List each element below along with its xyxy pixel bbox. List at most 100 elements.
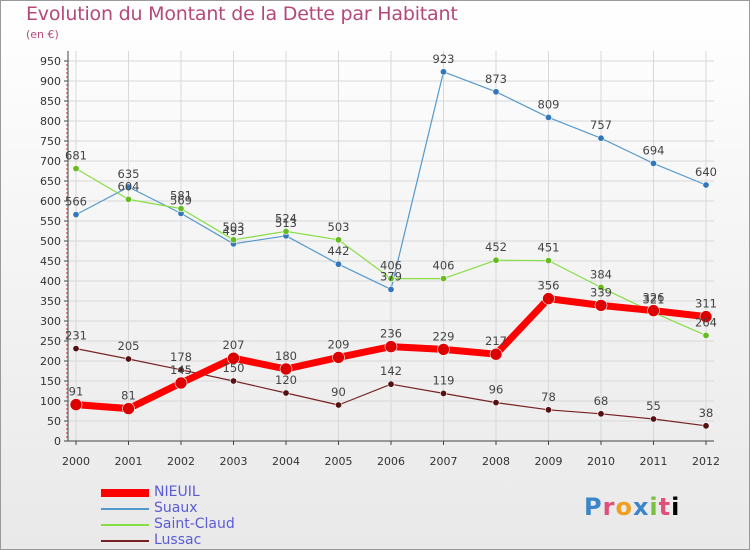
data-point <box>230 377 238 385</box>
data-point <box>282 227 290 235</box>
data-label: 356 <box>538 279 560 293</box>
data-label: 96 <box>489 383 504 397</box>
data-point <box>332 351 345 364</box>
data-label: 180 <box>275 349 297 363</box>
y-tick-label: 650 <box>40 175 61 188</box>
data-point <box>702 181 710 189</box>
legend-label: Lussac <box>154 532 202 548</box>
logo-letter: i <box>671 493 681 521</box>
data-label: 569 <box>170 193 192 207</box>
data-point <box>439 389 447 397</box>
data-label: 503 <box>328 220 350 234</box>
data-label: 150 <box>223 361 245 375</box>
data-point <box>649 415 657 423</box>
data-label: 311 <box>695 297 717 311</box>
y-tick-label: 50 <box>47 415 61 428</box>
data-label: 326 <box>643 291 665 305</box>
data-point <box>542 292 555 305</box>
data-label: 451 <box>538 241 560 255</box>
data-label: 694 <box>643 143 665 157</box>
proxiti-logo: Proxiti <box>584 493 680 521</box>
series <box>69 68 713 430</box>
data-label: 81 <box>121 389 136 403</box>
data-label: 321 <box>643 293 665 307</box>
data-label: 205 <box>118 339 140 353</box>
x-tick-label: 2001 <box>115 455 143 468</box>
data-point <box>279 362 293 376</box>
data-point <box>649 159 657 167</box>
data-point <box>125 183 133 191</box>
legend-label: Suaux <box>154 500 198 516</box>
data-label: 442 <box>328 244 350 258</box>
data-point <box>544 257 552 265</box>
data-point <box>544 406 552 414</box>
y-tick-label: 0 <box>54 435 61 448</box>
x-tick-label: 2002 <box>167 455 195 468</box>
data-label: 681 <box>65 149 87 163</box>
data-label: 873 <box>485 72 507 86</box>
data-label: 604 <box>118 179 140 193</box>
legend-swatch <box>101 540 149 542</box>
data-label: 406 <box>380 259 402 273</box>
data-label: 384 <box>590 267 612 281</box>
y-tick-label: 100 <box>40 395 61 408</box>
data-label: 119 <box>433 373 455 387</box>
logo-letter: P <box>584 493 603 521</box>
data-label: 55 <box>646 399 661 413</box>
data-point <box>702 331 710 339</box>
legend-swatch <box>101 508 149 510</box>
data-point <box>334 260 342 268</box>
data-label: 217 <box>485 334 507 348</box>
y-tick-label: 450 <box>40 255 61 268</box>
data-label: 809 <box>538 97 560 111</box>
data-point <box>334 401 342 409</box>
data-label: 68 <box>594 394 609 408</box>
data-label: 231 <box>65 329 87 343</box>
data-label: 452 <box>485 240 507 254</box>
x-tick-label: 2009 <box>535 455 563 468</box>
data-label: 90 <box>331 385 346 399</box>
legend-label: NIEUIL <box>154 484 200 500</box>
data-label: 493 <box>223 224 245 238</box>
chart-unit: (en €) <box>26 28 59 41</box>
axes: 0 50 100 150 200 250 300 350 400 450 500 550 600 650 7… <box>40 51 720 468</box>
data-point <box>439 68 447 76</box>
y-tick-label: 950 <box>40 55 61 68</box>
data-point <box>387 380 395 388</box>
data-label: 923 <box>433 52 455 66</box>
y-tick-label: 600 <box>40 195 61 208</box>
data-label: 513 <box>275 216 297 230</box>
y-tick-label: 750 <box>40 135 61 148</box>
data-point <box>174 376 188 390</box>
line-chart: 0 50 100 150 200 250 300 350 400 450 500 550 600 650 7… <box>40 51 720 468</box>
legend-swatch <box>101 524 149 526</box>
data-label: 503 <box>223 220 245 234</box>
data-label: 209 <box>328 337 350 351</box>
data-point <box>492 88 500 96</box>
logo-letter: i <box>649 493 659 521</box>
x-tick-label: 2012 <box>692 455 720 468</box>
x-tick-label: 2010 <box>587 455 615 468</box>
x-tick-label: 2004 <box>272 455 300 468</box>
data-label: 379 <box>380 269 402 283</box>
data-point <box>597 410 605 418</box>
logo-letter: o <box>615 493 633 521</box>
y-tick-label: 800 <box>40 115 61 128</box>
data-label: 635 <box>118 167 140 181</box>
data-point <box>387 285 395 293</box>
data-label: 38 <box>699 406 714 420</box>
y-tick-label: 500 <box>40 235 61 248</box>
data-label: 91 <box>69 385 84 399</box>
data-point <box>594 299 608 312</box>
data-point <box>702 422 710 430</box>
logo-letter: t <box>658 493 672 521</box>
data-point <box>387 275 395 283</box>
data-label: 178 <box>170 350 192 364</box>
data-point <box>334 236 342 244</box>
data-label: 236 <box>380 327 402 341</box>
y-tick-label: 550 <box>40 215 61 228</box>
data-point <box>384 340 398 353</box>
data-point <box>122 402 135 415</box>
data-label: 264 <box>695 315 717 329</box>
